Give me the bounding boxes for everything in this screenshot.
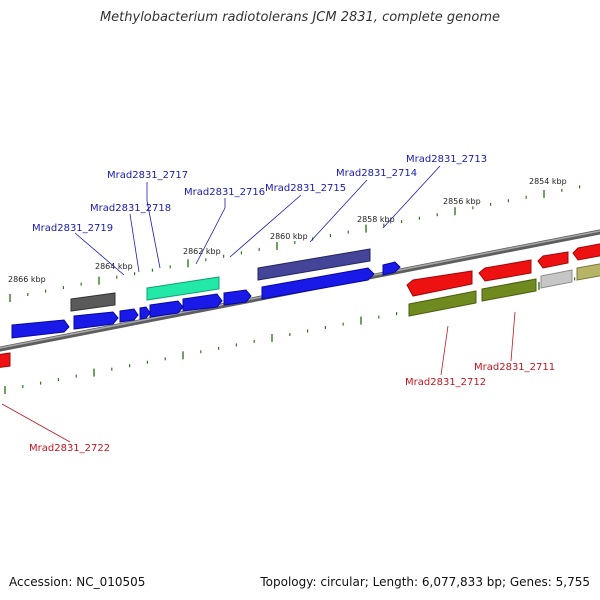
kbp-label-2860: 2860 kbp xyxy=(270,232,308,241)
gene-arrow[interactable] xyxy=(11,319,70,339)
upper-tick-track xyxy=(9,185,581,302)
gene-arrow[interactable] xyxy=(139,306,151,320)
gene-arrow[interactable] xyxy=(406,270,473,297)
gene-arrow[interactable] xyxy=(537,251,569,269)
gene-arrow[interactable] xyxy=(182,293,223,312)
gene-arrow[interactable] xyxy=(149,300,184,318)
gene-leader-lines xyxy=(1,165,516,443)
kbp-label-2866: 2866 kbp xyxy=(8,275,46,284)
kbp-label-2856: 2856 kbp xyxy=(443,197,481,206)
reverse-strand-genes xyxy=(0,243,600,368)
kbp-label-2858: 2858 kbp xyxy=(357,215,395,224)
gene-label-2716[interactable]: Mrad2831_2716 xyxy=(184,187,265,198)
gene-label-2712[interactable]: Mrad2831_2712 xyxy=(405,377,486,388)
gene-label-2718[interactable]: Mrad2831_2718 xyxy=(90,203,171,214)
gene-arrow[interactable] xyxy=(478,259,532,282)
gene-arrow[interactable] xyxy=(576,263,600,281)
gene-arrow[interactable] xyxy=(146,276,220,301)
gene-arrow[interactable] xyxy=(73,311,119,330)
gene-arrow[interactable] xyxy=(382,261,401,276)
gene-label-2713[interactable]: Mrad2831_2713 xyxy=(406,154,487,165)
gene-labels: Mrad2831_2713 Mrad2831_2714 Mrad2831_271… xyxy=(29,154,555,454)
gene-label-2715[interactable]: Mrad2831_2715 xyxy=(265,183,346,194)
gene-label-2719[interactable]: Mrad2831_2719 xyxy=(32,223,113,234)
gene-arrow[interactable] xyxy=(572,243,600,261)
genome-summary-text: Topology: circular; Length: 6,077,833 bp… xyxy=(260,575,590,589)
gene-label-2714[interactable]: Mrad2831_2714 xyxy=(336,168,417,179)
gene-arrow[interactable] xyxy=(257,248,371,281)
kbp-label-2854: 2854 kbp xyxy=(529,177,567,186)
gene-arrow[interactable] xyxy=(540,269,573,289)
forward-strand-genes xyxy=(11,248,401,339)
gene-label-2717[interactable]: Mrad2831_2717 xyxy=(107,170,188,181)
gene-arrow[interactable] xyxy=(70,292,116,312)
gene-arrow[interactable] xyxy=(223,289,252,306)
gene-arrow[interactable] xyxy=(119,308,139,323)
accession-text: Accession: NC_010505 xyxy=(9,575,146,589)
gene-label-2722[interactable]: Mrad2831_2722 xyxy=(29,443,110,454)
gene-label-2711[interactable]: Mrad2831_2711 xyxy=(474,362,555,373)
gene-arrow[interactable] xyxy=(481,278,537,302)
gene-arrow[interactable] xyxy=(0,352,11,368)
gene-arrow[interactable] xyxy=(261,267,375,300)
gene-arrow[interactable] xyxy=(408,290,477,317)
kbp-label-2862: 2862 kbp xyxy=(183,247,221,256)
map-title: Methylobacterium radiotolerans JCM 2831,… xyxy=(99,10,501,25)
